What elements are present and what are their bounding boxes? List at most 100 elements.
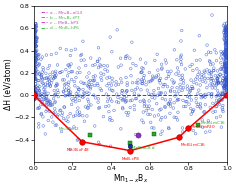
Point xyxy=(163,83,167,86)
Point xyxy=(35,40,39,43)
Point xyxy=(42,88,46,91)
Point xyxy=(91,79,95,82)
Point xyxy=(200,118,204,121)
Point xyxy=(37,64,41,67)
Point xyxy=(104,93,108,96)
Point xyxy=(117,83,120,86)
Point xyxy=(53,101,57,104)
Point xyxy=(33,66,37,69)
Point xyxy=(164,98,167,101)
Point xyxy=(46,78,50,81)
Point xyxy=(125,54,129,57)
Point xyxy=(224,77,228,80)
Point xyxy=(33,29,37,32)
Point xyxy=(168,112,172,115)
Point xyxy=(77,88,81,91)
Point xyxy=(176,70,180,73)
Point xyxy=(97,66,100,69)
Point xyxy=(224,55,228,58)
Point xyxy=(93,74,97,77)
Point xyxy=(190,63,194,66)
Point xyxy=(127,111,131,114)
Point xyxy=(161,85,165,88)
Point xyxy=(103,68,107,71)
Y-axis label: ΔH (eV/atom): ΔH (eV/atom) xyxy=(4,58,13,110)
Point xyxy=(210,75,213,78)
Point xyxy=(33,61,37,64)
Point xyxy=(142,76,145,79)
Point xyxy=(218,98,222,101)
Point xyxy=(223,65,227,68)
Point xyxy=(109,98,112,101)
Point xyxy=(225,83,228,86)
Point xyxy=(33,88,37,91)
Point xyxy=(216,81,220,84)
Point xyxy=(34,54,38,57)
Point xyxy=(160,67,164,70)
Point xyxy=(176,111,180,114)
Point xyxy=(33,31,37,34)
Point xyxy=(59,109,63,112)
Point xyxy=(96,60,100,63)
Point xyxy=(225,48,229,51)
Point xyxy=(166,102,170,105)
Point xyxy=(224,67,228,70)
Point xyxy=(36,87,40,90)
Point xyxy=(33,96,37,99)
Point xyxy=(37,57,40,60)
Point xyxy=(198,70,201,73)
Point xyxy=(225,42,229,45)
Point xyxy=(224,66,228,69)
Point xyxy=(222,85,226,88)
Point xyxy=(203,96,207,99)
Point xyxy=(120,81,123,84)
Point xyxy=(140,82,144,85)
Point xyxy=(202,74,206,77)
Point xyxy=(77,99,81,102)
Point xyxy=(111,89,115,92)
Point xyxy=(38,85,42,88)
Point xyxy=(141,82,144,85)
Point xyxy=(124,57,127,60)
Point xyxy=(197,89,201,92)
Point xyxy=(225,71,229,74)
Point xyxy=(34,57,38,60)
Point xyxy=(64,119,68,122)
Point xyxy=(167,126,170,129)
Point xyxy=(130,41,134,44)
Point xyxy=(73,84,77,87)
Point xyxy=(179,54,183,57)
Point xyxy=(124,76,128,79)
Point xyxy=(93,124,97,127)
Point xyxy=(221,108,225,111)
Point xyxy=(48,84,52,88)
Point xyxy=(188,90,192,93)
Point xyxy=(128,57,132,60)
Point xyxy=(34,97,38,100)
Point xyxy=(117,101,120,104)
Point xyxy=(224,73,228,76)
Point xyxy=(110,80,114,83)
Point xyxy=(222,67,226,70)
Point xyxy=(176,119,179,122)
Point xyxy=(72,125,76,129)
Point xyxy=(223,22,226,26)
Point xyxy=(225,83,229,86)
Point xyxy=(33,37,37,40)
Point xyxy=(224,47,228,50)
Point xyxy=(225,28,229,31)
Point xyxy=(198,78,202,81)
Point xyxy=(224,79,228,82)
Point xyxy=(34,30,37,33)
Point xyxy=(37,53,41,56)
Point xyxy=(81,40,85,43)
Point xyxy=(87,104,91,107)
Point xyxy=(224,36,228,39)
Point xyxy=(33,41,37,44)
Point xyxy=(169,89,172,92)
Point xyxy=(33,28,37,31)
Point xyxy=(33,45,36,48)
Point xyxy=(225,25,229,28)
Point xyxy=(224,76,228,79)
Point xyxy=(85,106,89,109)
